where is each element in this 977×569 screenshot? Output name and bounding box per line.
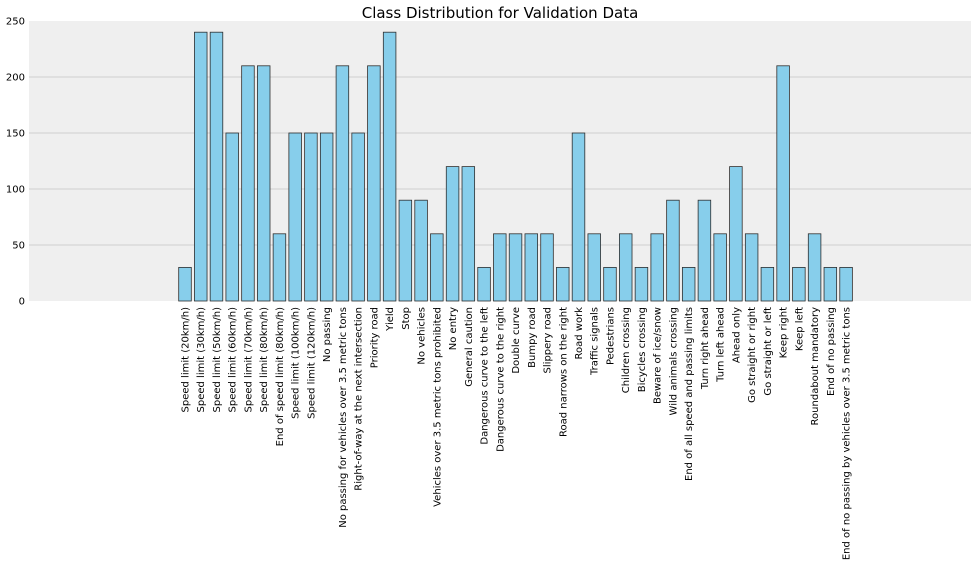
x-tick-label: Keep left <box>794 307 805 351</box>
x-tick-label: No passing for vehicles over 3.5 metric … <box>338 307 349 528</box>
bar <box>508 233 523 302</box>
x-tick-label: General caution <box>464 307 475 387</box>
x-tick-label: Bumpy road <box>527 307 538 368</box>
chart-title: Class Distribution for Validation Data <box>362 4 639 22</box>
x-tick-label: Yield <box>385 307 396 332</box>
x-tick-label: Go straight or right <box>747 307 758 403</box>
bar <box>288 132 302 302</box>
bar <box>241 65 255 302</box>
x-tick-label: Beware of ice/snow <box>653 307 664 404</box>
bar <box>744 233 759 302</box>
x-tick-label: Double curve <box>511 307 522 374</box>
x-tick-label: Road work <box>574 307 585 360</box>
x-tick-label: End of no passing <box>826 307 837 396</box>
bar <box>792 266 806 302</box>
bar <box>319 132 334 302</box>
x-tick-label: Speed limit (80km/h) <box>259 307 270 413</box>
x-tick-label: Speed limit (70km/h) <box>243 307 254 413</box>
bar <box>713 233 727 302</box>
y-tick-label: 250 <box>6 17 25 28</box>
bar <box>681 266 696 302</box>
bar <box>634 266 649 302</box>
y-tick-label: 50 <box>12 241 25 252</box>
bar <box>556 266 570 302</box>
y-tick-label: 100 <box>6 185 25 196</box>
bar <box>477 266 491 302</box>
bar <box>178 266 192 302</box>
bar <box>697 199 712 302</box>
x-tick-label: Priority road <box>369 307 380 368</box>
bar <box>760 266 775 302</box>
bar <box>335 65 350 302</box>
bar <box>272 233 287 302</box>
bar <box>414 199 428 302</box>
x-tick-label: Pedestrians <box>605 307 616 365</box>
x-tick-label: Speed limit (20km/h) <box>181 307 192 413</box>
bar <box>540 233 554 302</box>
x-tick-label: Slippery road <box>543 307 554 373</box>
x-tick-label: End of all speed and passing limits <box>684 307 695 481</box>
bar <box>666 199 680 302</box>
bar <box>256 65 271 302</box>
x-tick-label: Speed limit (30km/h) <box>196 307 207 413</box>
x-tick-label: Speed limit (50km/h) <box>212 307 223 413</box>
x-tick-label: Roundabout mandatory <box>810 307 821 426</box>
bar <box>823 266 838 302</box>
bar <box>398 199 413 302</box>
x-tick-label: No passing <box>322 307 333 362</box>
x-tick-label: No entry <box>448 307 459 350</box>
x-tick-label: Keep right <box>779 307 790 358</box>
bar <box>194 31 208 302</box>
bar <box>839 266 853 302</box>
x-tick-label: Road narrows on the right <box>558 307 569 437</box>
x-tick-label: Turn right ahead <box>700 307 711 390</box>
x-tick-label: Dangerous curve to the right <box>495 307 506 452</box>
bar <box>807 233 822 302</box>
plot-area: 0 50 100 150 200 250 Speed limit (20km/h) Speed… <box>6 17 971 560</box>
bar <box>367 65 381 302</box>
bar <box>209 31 224 302</box>
x-tick-label: Speed limit (60km/h) <box>228 307 239 413</box>
x-tick-label: Children crossing <box>621 307 632 393</box>
x-tick-label: Stop <box>401 307 412 330</box>
bar <box>776 65 790 302</box>
bar <box>729 166 743 302</box>
x-tick-label: No vehicles <box>417 307 428 365</box>
bar <box>225 132 239 302</box>
bar <box>382 31 397 302</box>
bar <box>351 132 365 302</box>
y-tick-label: 150 <box>6 129 25 140</box>
x-tick-label: Turn left ahead <box>716 307 727 383</box>
x-tick-label: Dangerous curve to the left <box>480 307 491 445</box>
bar <box>650 233 664 302</box>
x-tick-label: Bicycles crossing <box>637 307 648 392</box>
x-tick-label: End of speed limit (80km/h) <box>275 307 286 446</box>
x-tick-label: End of no passing by vehicles over 3.5 m… <box>842 307 853 560</box>
x-tick-label: Vehicles over 3.5 metric tons prohibited <box>432 307 443 507</box>
x-tick-label: Right-of-way at the next intersection <box>354 307 365 491</box>
bar <box>619 233 633 302</box>
y-tick-label: 0 <box>19 297 25 308</box>
x-tick-label: Speed limit (100km/h) <box>291 307 302 419</box>
x-tick-label: Traffic signals <box>590 307 601 376</box>
x-tick-label: Speed limit (120km/h) <box>306 307 317 419</box>
bar <box>461 166 476 302</box>
bar <box>603 266 617 302</box>
x-tick-label: Wild animals crossing <box>668 307 679 415</box>
bar <box>587 233 601 302</box>
bar <box>445 166 460 302</box>
bar <box>304 132 318 302</box>
bar <box>571 132 586 302</box>
bar <box>430 233 444 302</box>
bar <box>493 233 507 302</box>
bar <box>524 233 538 302</box>
y-tick-label: 200 <box>6 73 25 84</box>
x-tick-label: Go straight or left <box>763 307 774 396</box>
x-tick-label: Ahead only <box>731 307 742 363</box>
